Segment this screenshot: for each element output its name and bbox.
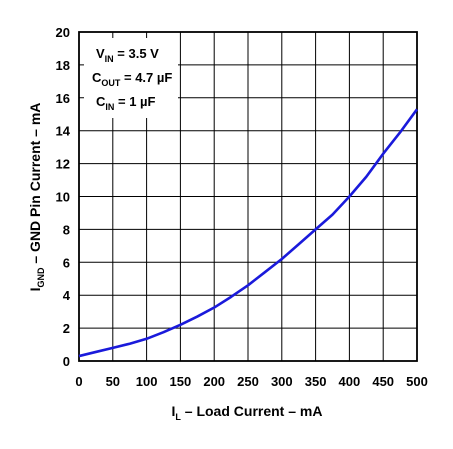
y-tick-label: 20 <box>56 25 70 40</box>
x-tick-label: 400 <box>339 374 361 389</box>
x-tick-label: 0 <box>75 374 82 389</box>
y-tick-label: 16 <box>56 91 70 106</box>
x-tick-label: 300 <box>271 374 293 389</box>
y-tick-label: 4 <box>63 288 71 303</box>
x-tick-label: 150 <box>170 374 192 389</box>
annotation-box: VIN = 3.5 V COUT = 4.7 µF CIN = 1 µF <box>84 38 178 118</box>
x-axis-title: IL – Load Current – mA <box>172 403 323 422</box>
plot-frame <box>78 31 418 362</box>
x-tick-label: 200 <box>203 374 225 389</box>
y-tick-label: 12 <box>56 157 70 172</box>
y-tick-label: 18 <box>56 58 70 73</box>
y-tick-label: 14 <box>56 124 71 139</box>
y-tick-label: 8 <box>63 222 70 237</box>
annotation-vin: VIN = 3.5 V <box>96 46 159 64</box>
y-tick-label: 0 <box>63 354 70 369</box>
x-tick-labels: 0 50 100 150 200 250 300 350 400 450 500 <box>75 374 427 389</box>
y-tick-labels: 0 2 4 6 8 10 12 14 16 18 20 <box>56 25 71 369</box>
x-tick-label: 350 <box>305 374 327 389</box>
annotation-cout: COUT = 4.7 µF <box>92 70 172 88</box>
x-tick-label: 50 <box>106 374 120 389</box>
x-tick-label: 500 <box>406 374 428 389</box>
x-tick-label: 450 <box>372 374 394 389</box>
y-tick-label: 2 <box>63 321 70 336</box>
annotation-cin: CIN = 1 µF <box>96 94 156 112</box>
x-tick-label: 250 <box>237 374 259 389</box>
series-line <box>78 108 419 358</box>
y-tick-label: 6 <box>63 255 70 270</box>
annotation-background <box>84 38 178 118</box>
y-tick-label: 10 <box>56 190 70 205</box>
x-tick-label: 100 <box>136 374 158 389</box>
y-axis-title: IGND – GND Pin Current – mA <box>27 103 46 292</box>
